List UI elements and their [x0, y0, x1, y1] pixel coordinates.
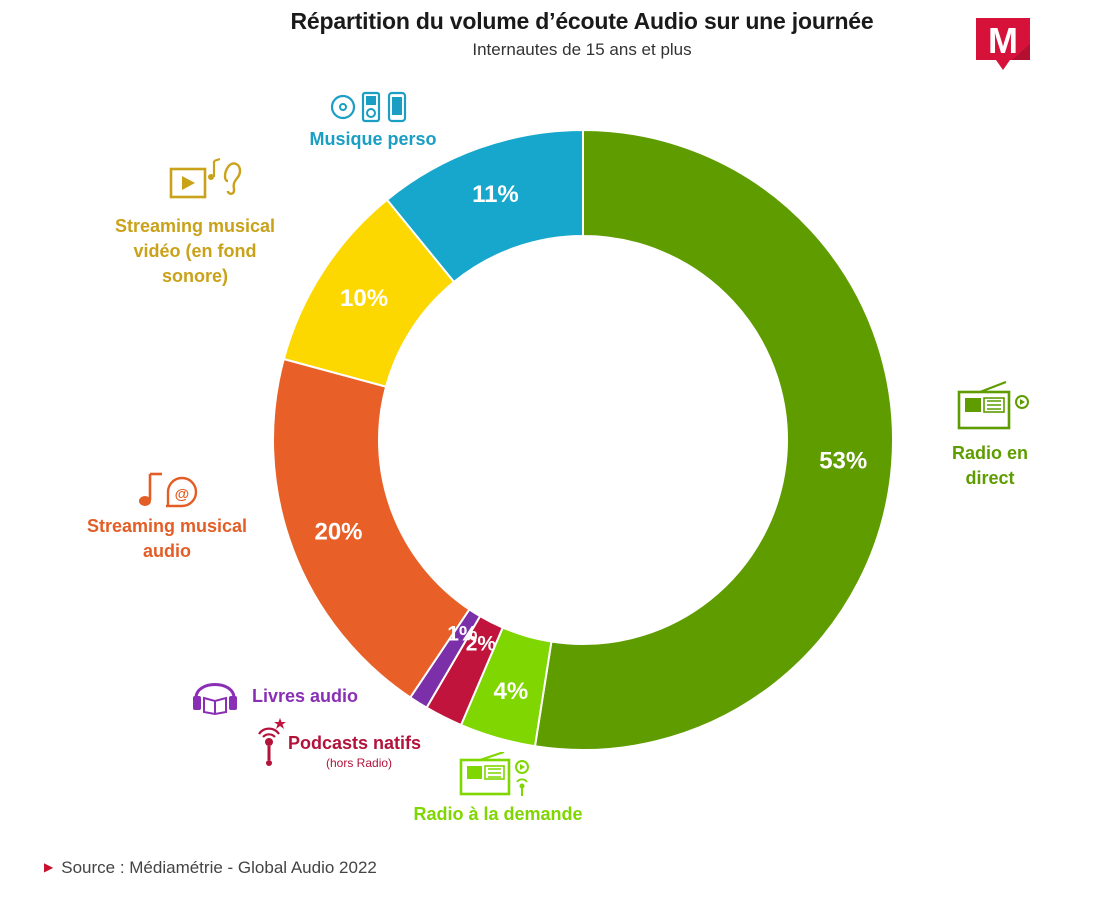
microphone-icon — [258, 718, 286, 766]
cd-ipod-phone-icon — [330, 91, 407, 123]
svg-text:@: @ — [175, 486, 190, 503]
triangle-right-icon: ▶ — [44, 860, 54, 874]
chart-subtitle: Internautes de 15 ans et plus — [472, 40, 692, 59]
label-podcasts-sub: (hors Radio) — [326, 756, 393, 770]
video-play-ear-icon — [169, 157, 242, 199]
donut-value-label-2: 2% — [466, 633, 497, 656]
donut-value-label-3: 1% — [447, 622, 478, 645]
headphones-book-icon — [193, 683, 237, 716]
label-livres-audio: Livres audio — [252, 686, 359, 706]
label-radio-demande: Radio à la demande — [413, 804, 583, 824]
donut-slice-4 — [272, 357, 471, 699]
mediametrie-logo: M — [976, 18, 1030, 70]
donut-value-label-1: 4% — [494, 678, 529, 705]
music-note-at-icon: @ — [139, 472, 198, 508]
label-podcasts-natifs: Podcasts natifs (hors Radio) — [288, 731, 448, 770]
radio-replay-icon — [459, 752, 529, 796]
donut-slices — [272, 128, 894, 751]
donut-slice-0 — [533, 128, 894, 751]
chart-title: Répartition du volume d’écoute Audio sur… — [290, 8, 874, 34]
label-streaming-audio: Streaming musical audio — [86, 516, 248, 561]
label-streaming-video: Streaming musical vidéo (en fond sonore) — [114, 216, 276, 286]
donut-slice-6 — [385, 128, 584, 284]
donut-value-label-0: 53% — [819, 447, 867, 474]
logo-letter: M — [988, 20, 1018, 61]
source-note: ▶ Source : Médiamétrie - Global Audio 202… — [44, 858, 377, 877]
donut-value-labels: 53% 4% 2%1% 20% 10% 11% — [314, 181, 867, 705]
donut-value-label-4: 20% — [314, 518, 362, 545]
label-radio-direct: Radio en direct — [951, 443, 1028, 488]
radio-icon — [957, 380, 1029, 430]
donut-value-label-5: 10% — [340, 285, 388, 312]
donut-value-label-6: 11% — [472, 181, 519, 208]
label-musique-perso: Musique perso — [309, 129, 437, 149]
